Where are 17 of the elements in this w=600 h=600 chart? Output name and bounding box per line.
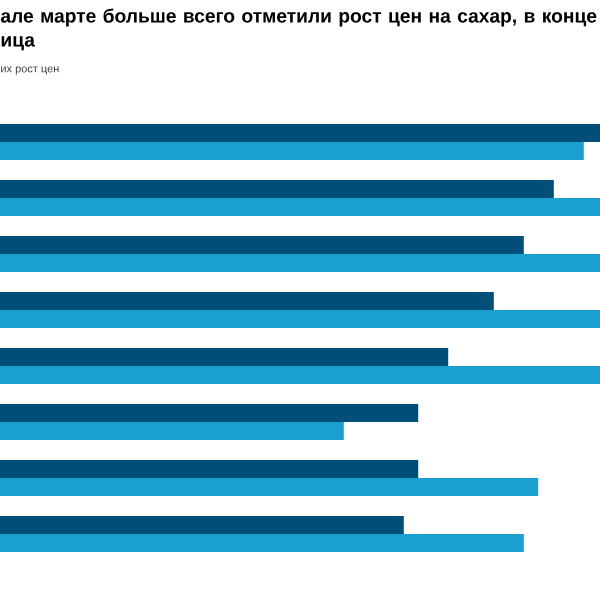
bar	[0, 236, 524, 254]
chart-title: але марте больше всего отметили рост цен на сахар, в конце ица	[0, 8, 597, 51]
bar	[0, 516, 404, 534]
bar	[0, 180, 554, 198]
bar	[0, 534, 524, 553]
bar	[0, 422, 344, 440]
bar	[0, 198, 600, 216]
bar	[0, 460, 419, 478]
bar	[0, 478, 539, 496]
bar	[0, 124, 600, 142]
bar	[0, 366, 600, 384]
bar	[0, 404, 419, 423]
bar	[0, 142, 584, 160]
bar	[0, 254, 600, 272]
bar	[0, 292, 494, 310]
bar	[0, 348, 449, 366]
bar	[0, 310, 600, 329]
